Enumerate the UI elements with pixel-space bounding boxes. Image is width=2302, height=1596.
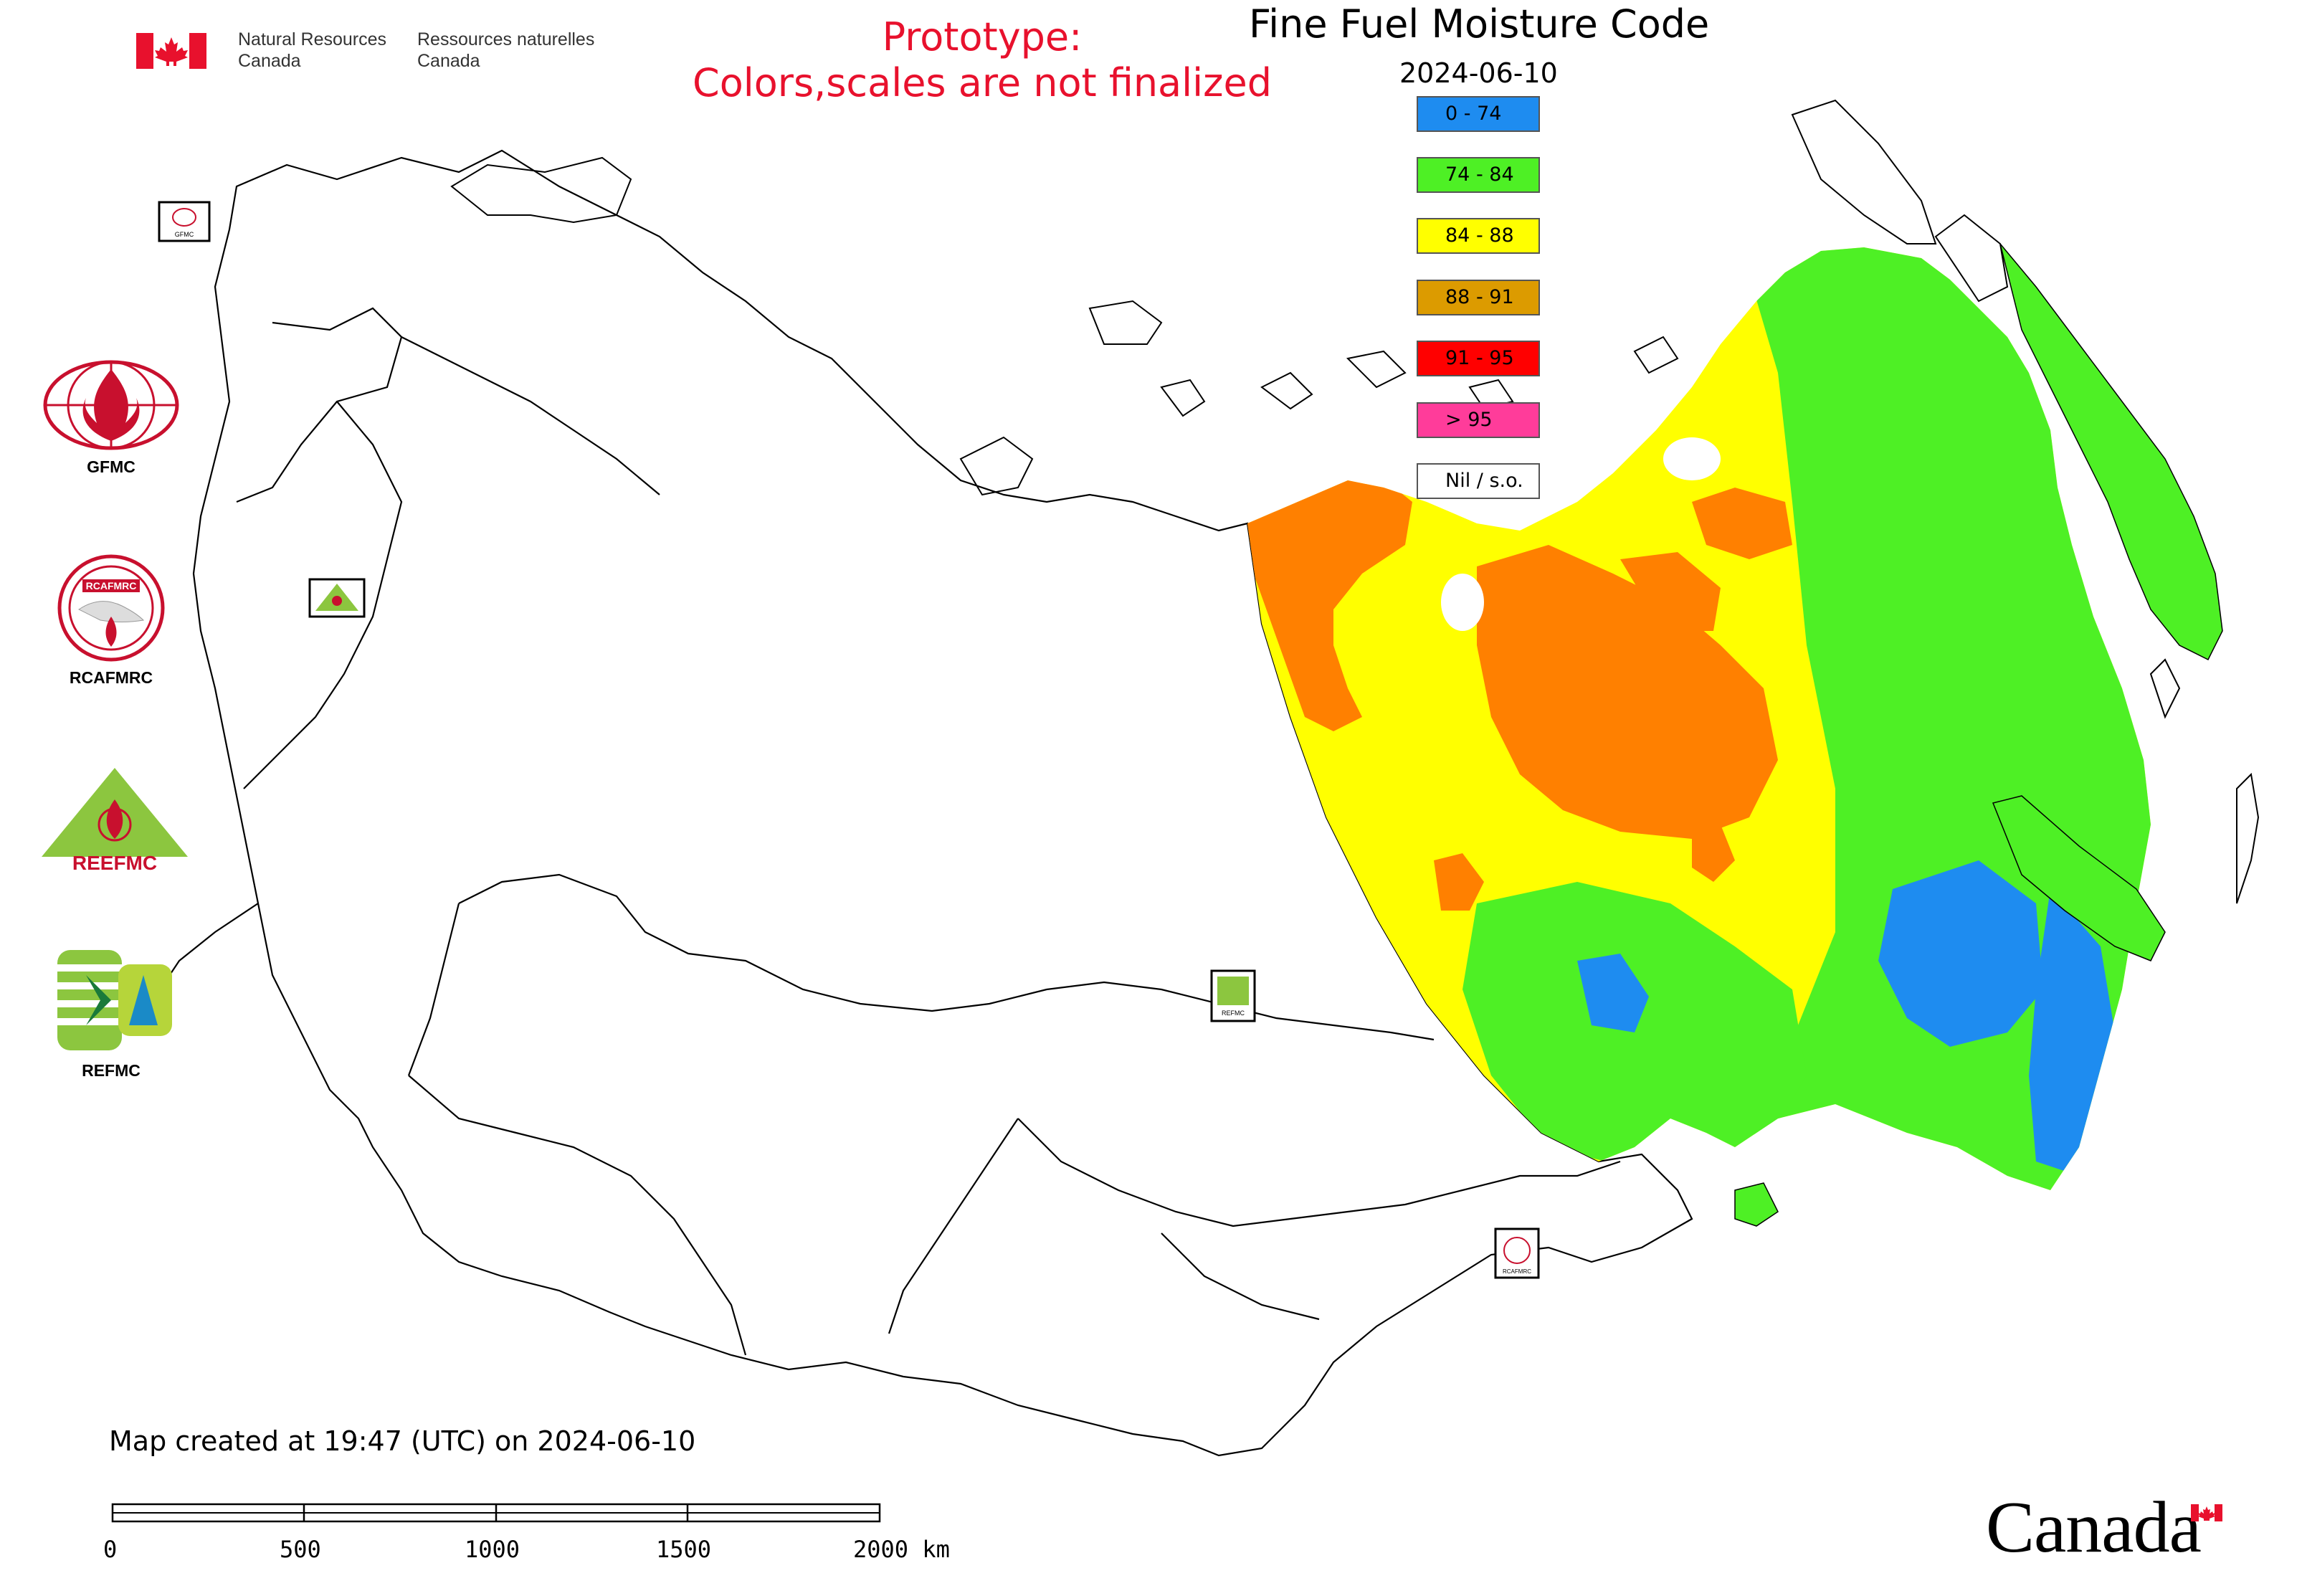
prototype-notice: Prototype: Colors,scales are not finaliz… [674, 14, 1290, 106]
scale-label-1500: 1500 [656, 1536, 712, 1563]
legend-item: > 95 [1417, 402, 1540, 438]
country-borders [150, 149, 1693, 1457]
prototype-notice-line1: Prototype: [882, 14, 1083, 60]
legend-item: 84 - 88 [1417, 218, 1540, 254]
island-southeast [1992, 795, 2166, 961]
rcafmrc-label: RCAFMRC [69, 668, 153, 687]
inset-logo-reefmc-box [308, 578, 366, 618]
scale-label-2000-km: 2000 km [853, 1536, 950, 1563]
refmc-label: REFMC [82, 1061, 141, 1080]
legend-item: 88 - 91 [1417, 280, 1540, 315]
svg-text:RCAFMRC: RCAFMRC [86, 580, 137, 592]
canada-flag-icon [136, 33, 206, 69]
scale-bar [111, 1503, 881, 1523]
map-created-note: Map created at 19:47 (UTC) on 2024-06-10 [109, 1425, 696, 1457]
gfmc-label: GFMC [87, 457, 135, 476]
department-name-en: Natural Resources Canada [238, 29, 387, 71]
map-date: 2024-06-10 [1399, 57, 1558, 89]
map-title: Fine Fuel Moisture Code [1249, 1, 1710, 47]
org-logo-refmc: REFMC [54, 946, 176, 1090]
department-name-fr: Ressources naturelles Canada [417, 29, 595, 71]
canada-wordmark-text: Canada [1986, 1487, 2202, 1568]
inset-logo-gfmc-box: GFMC [158, 201, 211, 242]
reefmc-wordmark: REEFMC [72, 852, 157, 874]
org-logo-rcafmrc: RCAFMRC RCAFMRC [50, 552, 172, 695]
reefmc-logo-icon: REEFMC [42, 768, 188, 874]
legend-item: 74 - 84 [1417, 157, 1540, 193]
scale-label-1000: 1000 [465, 1536, 520, 1563]
org-logo-gfmc: GFMC [39, 358, 183, 480]
scale-label-500: 500 [280, 1536, 321, 1563]
arctic-islands [450, 99, 2260, 904]
ffmc-data-field [1247, 247, 2151, 1190]
refmc-logo-icon [57, 950, 172, 1050]
island-small [1734, 1182, 1779, 1227]
gfmc-logo-icon [43, 360, 179, 450]
legend-item: Nil / s.o. [1417, 463, 1540, 499]
legend-item: 91 - 95 [1417, 341, 1540, 376]
legend: 0 - 74 74 - 84 84 - 88 88 - 91 91 - 95 >… [1417, 96, 1546, 512]
government-signature: Natural Resources Canada Ressources natu… [136, 29, 609, 79]
svg-text:GFMC: GFMC [175, 231, 194, 238]
inset-logo-rcafmrc-box: RCAFMRC [1494, 1227, 1540, 1279]
prototype-notice-line2: Colors,scales are not finalized [693, 60, 1272, 105]
canada-wordmark: Canada [1986, 1486, 2230, 1572]
svg-text:REFMC: REFMC [1222, 1010, 1245, 1017]
peninsula-east [1999, 243, 2223, 661]
inset-logo-refmc-box: REFMC [1210, 969, 1256, 1022]
scale-label-0: 0 [103, 1536, 118, 1563]
svg-text:RCAFMRC: RCAFMRC [1503, 1268, 1531, 1275]
rcafmrc-logo-icon: RCAFMRC [57, 554, 165, 662]
canada-wordmark-flag-icon [2191, 1504, 2222, 1521]
org-logo-reefmc: REEFMC [36, 764, 194, 878]
legend-item: 0 - 74 [1417, 96, 1540, 132]
